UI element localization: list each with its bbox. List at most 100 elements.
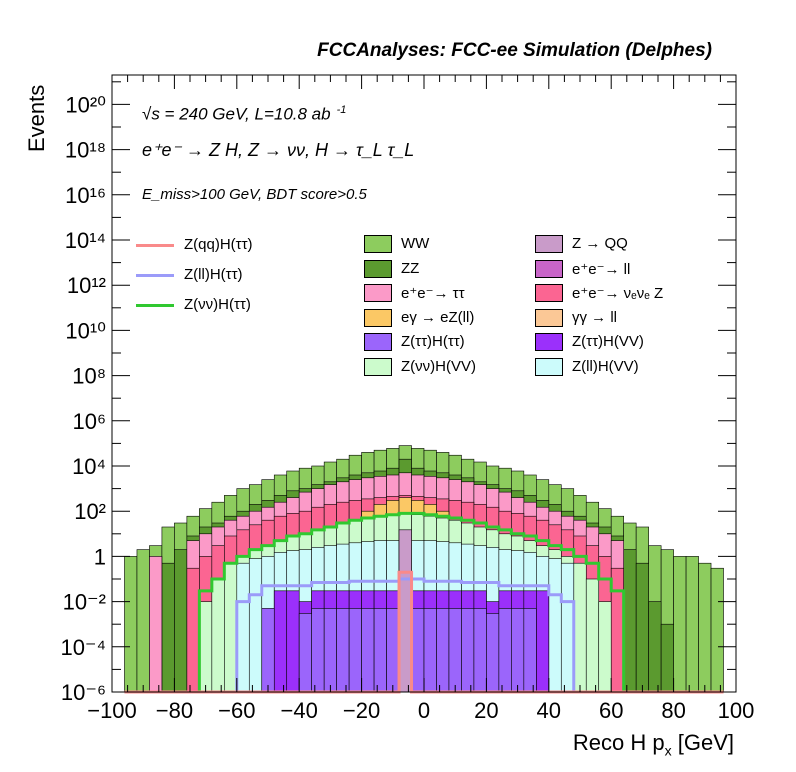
legend-label: Z(ll)H(ττ)	[184, 266, 243, 283]
x-tick-label: −60	[218, 698, 255, 723]
y-tick-label: 10⁻⁶	[61, 680, 106, 705]
bar-5-37	[585, 578, 600, 693]
legend-label: eγ → eZ(ll)	[401, 308, 475, 326]
bar-8-25	[436, 608, 450, 693]
bar-8-20	[373, 608, 387, 693]
x-tick-label: 60	[599, 698, 623, 723]
legend-label: ZZ	[401, 259, 420, 277]
bar-8-19	[361, 608, 375, 693]
legend-label: e⁺e⁻→ ττ	[401, 285, 465, 302]
bar-5-36	[573, 562, 587, 693]
bar-8-15	[311, 608, 325, 693]
legend-line-swatch	[136, 274, 174, 277]
legend-line-swatch	[136, 304, 174, 307]
bar-2-2	[149, 556, 163, 693]
legend-swatch	[364, 259, 392, 278]
legend-label: Z(ττ)H(VV)	[572, 333, 644, 350]
legend-swatch	[364, 235, 392, 253]
y-tick-label: 10¹⁶	[65, 183, 106, 208]
bar-1-3	[161, 562, 175, 693]
bar-5-38	[598, 601, 612, 693]
legend-label: Z(νν)H(ττ)	[184, 296, 251, 313]
bar-7-13	[286, 590, 300, 693]
bar-1-4	[174, 549, 188, 693]
y-tick-label: 10¹²	[67, 273, 106, 298]
bar-6-34	[548, 558, 562, 693]
plot-frame	[111, 74, 737, 693]
bar-1-43	[660, 623, 674, 693]
chart-title: FCCAnalyses: FCC-ee Simulation (Delphes)	[317, 40, 712, 61]
line-Z(νν)H(ττ)	[124, 511, 724, 694]
bar-8-18	[348, 608, 362, 693]
y-tick-label: 10⁻²	[63, 590, 106, 615]
bar-8-29	[486, 613, 500, 693]
annotation-cuts: E_miss>100 GeV, BDT score>0.5	[142, 186, 367, 203]
bar-8-26	[448, 608, 462, 693]
legend-swatch	[364, 357, 392, 376]
axes: −100 −80 −60 −40 −20 0 20 40 60 80 100 10⁻⁶ 10⁻⁴ 10⁻²…	[60, 75, 754, 723]
bar-0-45	[685, 556, 699, 693]
y-tick-label: 1	[94, 544, 106, 569]
legend-label: γγ → ll	[572, 308, 617, 326]
bar-8-16	[323, 608, 337, 693]
bar-8-17	[336, 608, 350, 693]
bar-0-0	[124, 556, 138, 693]
bar-5-7	[211, 578, 225, 693]
y-axis-label: Events	[24, 84, 49, 152]
bar-8-11	[261, 608, 275, 693]
annotation-energy: √s = 240 GeV, L=10.8 ab -1	[142, 104, 347, 124]
bar-9-22	[398, 529, 412, 693]
bar-8-27	[461, 608, 475, 693]
bar-1-41	[635, 562, 649, 693]
y-tick-label: 10⁶	[72, 409, 106, 434]
bar-8-30	[498, 608, 512, 693]
legend-line-swatch	[136, 244, 174, 247]
legend-swatch	[535, 333, 563, 351]
bar-6-9	[236, 562, 250, 693]
bar-0-46	[698, 562, 712, 693]
x-tick-label: −20	[343, 698, 380, 723]
bar-7-33	[536, 590, 550, 693]
legend-label: WW	[401, 235, 430, 252]
bar-8-31	[511, 608, 525, 693]
bar-6-10	[248, 558, 263, 693]
legend-label: Z → QQ	[572, 235, 628, 252]
bar-8-32	[523, 608, 537, 693]
bar-1-42	[648, 601, 662, 693]
bar-5-8	[224, 562, 238, 693]
legend-swatch	[535, 235, 563, 253]
y-tick-label: 10¹⁸	[65, 138, 106, 163]
legend-swatch	[535, 357, 563, 376]
x-tick-label: 80	[661, 698, 685, 723]
bar-5-6	[199, 601, 213, 693]
legend-label: Z(ll)H(VV)	[572, 357, 639, 375]
legend-swatch	[535, 284, 563, 302]
bar-8-24	[423, 608, 437, 693]
y-tick-label: 10²⁰	[65, 92, 106, 117]
legend-label: Z(νν)H(VV)	[401, 357, 476, 375]
x-tick-label: −80	[156, 698, 193, 723]
x-tick-label: −40	[281, 698, 318, 723]
x-axis-label: Reco H px [GeV]	[572, 730, 734, 759]
x-tick-label: −100	[87, 698, 137, 723]
bar-8-23	[411, 608, 425, 693]
bar-3-5	[186, 567, 200, 693]
bar-0-47	[710, 567, 724, 693]
y-tick-label: 10¹⁴	[65, 228, 106, 253]
bar-7-12	[273, 590, 288, 693]
y-tick-label: 10²	[74, 499, 106, 524]
bar-1-40	[623, 549, 637, 693]
legend-label: Z(ττ)H(ττ)	[401, 333, 465, 350]
bar-0-44	[673, 556, 687, 693]
legend-label: e⁺e⁻→ νₑνₑ Z	[572, 285, 664, 302]
x-tick-label: 0	[418, 698, 430, 723]
bar-0-1	[136, 549, 150, 693]
legend-swatch	[364, 284, 392, 302]
histogram-bars	[124, 445, 724, 693]
x-tick-label: 40	[537, 698, 561, 723]
legend-swatch	[535, 259, 563, 278]
legend-label: e⁺e⁻→ ll	[572, 260, 631, 278]
x-tick-label: 20	[474, 698, 498, 723]
bar-8-28	[473, 608, 487, 693]
